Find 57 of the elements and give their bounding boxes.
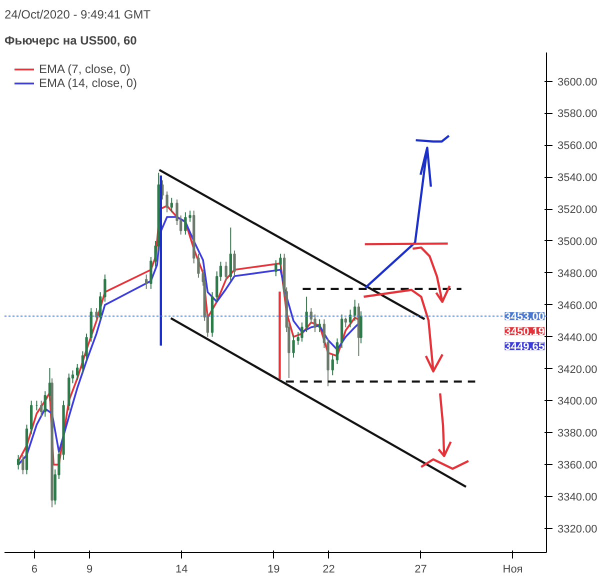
y-tick-label: 3420.00	[558, 364, 598, 376]
y-tick-label: 3380.00	[558, 428, 598, 440]
y-tick-label: 3560.00	[558, 140, 598, 152]
candlestick	[166, 190, 168, 213]
candlestick	[233, 250, 236, 277]
y-tick-label: 3320.00	[558, 524, 598, 536]
candlestick	[279, 253, 282, 270]
candlestick	[188, 210, 192, 222]
candlestick	[30, 400, 33, 435]
candlestick	[360, 310, 362, 344]
candlestick	[224, 261, 228, 282]
candlestick	[170, 197, 173, 213]
candlestick	[144, 274, 148, 290]
legend-label: EMA (14, close, 0)	[39, 76, 138, 90]
candlestick	[344, 317, 347, 328]
y-tick-label: 3600.00	[558, 76, 598, 88]
x-tick-label: 14	[175, 564, 188, 576]
y-tick-label: 3460.00	[558, 300, 598, 312]
candlestick	[340, 314, 344, 349]
text: 24/Oct/2020 - 9:49:41 GMT	[4, 8, 152, 22]
candlestick	[197, 253, 200, 278]
x-tick-label: 9	[86, 564, 93, 576]
y-tick-label: 3520.00	[558, 204, 598, 216]
candlestick	[76, 364, 79, 380]
candlestick	[229, 227, 232, 282]
candlestick	[336, 338, 339, 364]
y-tick-label: 3340.00	[558, 492, 598, 504]
candlestick	[44, 390, 46, 418]
candlestick	[354, 299, 356, 322]
x-tick-label: 6	[31, 564, 38, 576]
candlestick	[310, 308, 312, 325]
candlestick	[318, 318, 321, 333]
legend-label: EMA (7, close, 0)	[39, 62, 130, 76]
x-tick-label: Ноя	[502, 564, 523, 576]
candlestick	[40, 400, 43, 418]
candlestick	[104, 274, 106, 302]
candlestick	[150, 256, 152, 290]
candlestick	[99, 292, 102, 322]
candlestick	[95, 308, 98, 322]
x-tick-label: 27	[414, 564, 427, 576]
candlestick	[16, 454, 20, 470]
x-tick-label: 22	[322, 564, 335, 576]
candlestick	[292, 334, 295, 358]
y-tick-label: 3400.00	[558, 396, 598, 408]
y-tick-label: 3360.00	[558, 460, 598, 472]
candlestick	[274, 260, 278, 277]
candlestick	[184, 212, 187, 236]
x-tick-label: 19	[267, 564, 280, 576]
chart-title: Фьючерс на US500, 60	[4, 34, 138, 48]
y-tick-label: 3540.00	[558, 172, 598, 184]
y-tick-label: 3580.00	[558, 108, 598, 120]
y-tick-label: 3480.00	[558, 268, 598, 280]
candlestick	[331, 354, 334, 376]
y-tick-label: 3440.00	[558, 332, 598, 344]
candlestick	[314, 314, 316, 333]
y-tick-label: 3500.00	[558, 236, 598, 248]
candlestick	[22, 454, 24, 475]
